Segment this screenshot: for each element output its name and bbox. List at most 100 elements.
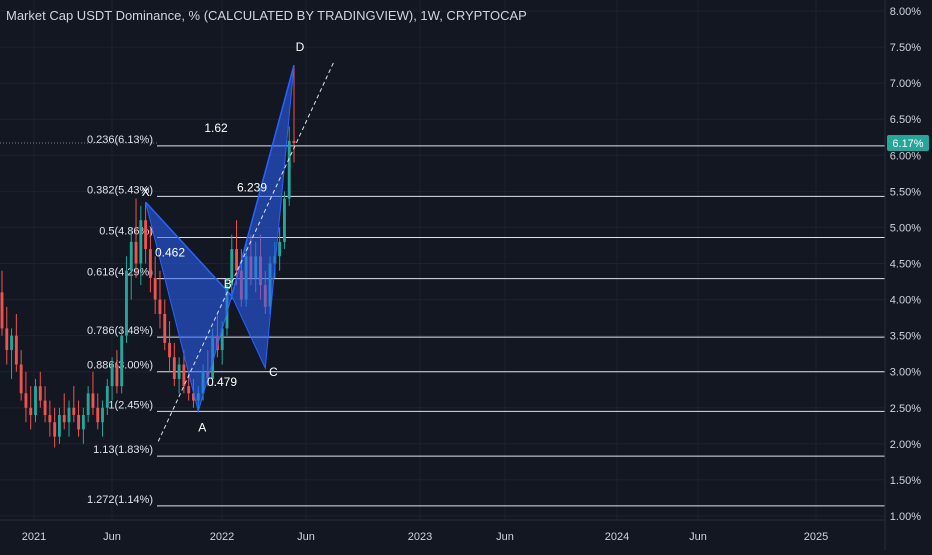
y-tick-label: 7.50% xyxy=(890,42,921,54)
candle-body xyxy=(72,407,76,415)
candle-body xyxy=(53,422,57,437)
candle-body xyxy=(14,335,18,365)
candle-body xyxy=(43,400,47,415)
y-tick-label: 8.00% xyxy=(890,6,921,18)
candle-body xyxy=(96,407,100,423)
candle-body xyxy=(29,407,33,415)
fib-level-label: 0.786(3.48%) xyxy=(87,325,153,337)
y-tick-label: 1.00% xyxy=(890,511,921,523)
fib-level-label: 1.272(1.14%) xyxy=(87,494,153,506)
fib-level-label: 0.618(4.29%) xyxy=(87,267,153,279)
candle-body xyxy=(182,364,186,387)
candle-body xyxy=(220,328,224,351)
candle-body xyxy=(158,299,162,314)
pattern-point-label: A xyxy=(198,420,206,434)
candle-body xyxy=(62,415,66,423)
ratio-label: 0.479 xyxy=(207,375,237,389)
y-tick-label: 3.50% xyxy=(890,331,921,343)
x-tick-label: 2021 xyxy=(22,531,46,543)
y-tick-label: 5.50% xyxy=(890,186,921,198)
candle-body xyxy=(134,241,138,264)
candle-body xyxy=(235,249,238,271)
x-tick-label: 2025 xyxy=(804,531,828,543)
candle-body xyxy=(115,364,119,387)
pattern-layer: X A B C D 0.462 0.479 1.62 6.239 xyxy=(142,40,335,442)
candle-body xyxy=(282,198,286,242)
current-price-label: 6.17% xyxy=(892,138,923,150)
candle-body xyxy=(153,277,157,300)
y-tick-label: 6.50% xyxy=(890,114,921,126)
candle-body xyxy=(110,364,114,387)
candle-body xyxy=(187,386,191,394)
y-tick-label: 4.00% xyxy=(890,295,921,307)
pattern-point-label: D xyxy=(296,40,305,54)
candle-body xyxy=(38,386,42,401)
candle-body xyxy=(168,342,171,358)
candle-body xyxy=(91,393,95,408)
y-tick-label: 4.50% xyxy=(890,259,921,271)
fib-layer: 0.236(6.13%)0.382(5.43%)0.5(4.86%)0.618(… xyxy=(0,134,885,507)
pattern-point-label: C xyxy=(269,365,278,379)
pattern-leg xyxy=(145,201,233,297)
candle-body xyxy=(292,140,296,144)
candle-body xyxy=(129,241,133,271)
candle-body xyxy=(19,364,23,394)
candle-body xyxy=(81,415,85,430)
chart-title: Market Cap USDT Dominance, % (CALCULATED… xyxy=(6,8,527,23)
candle-body xyxy=(0,292,4,329)
candle-body xyxy=(144,220,148,250)
fib-level-label: 0.382(5.43%) xyxy=(87,184,153,196)
fib-level-label: 0.236(6.13%) xyxy=(87,134,153,146)
ratio-label: 1.62 xyxy=(204,121,228,135)
candle-body xyxy=(278,241,282,257)
y-tick-label: 2.50% xyxy=(890,403,921,415)
candle-body xyxy=(5,328,9,351)
x-tick-label: 2024 xyxy=(605,531,629,543)
candle-body xyxy=(86,393,90,415)
candle-body xyxy=(230,249,234,286)
candle-body xyxy=(163,314,167,343)
candle-body xyxy=(148,249,152,278)
ratio-label: 0.462 xyxy=(155,245,185,259)
y-tick-label: 7.00% xyxy=(890,78,921,90)
fib-level-label: 0.886(3.00%) xyxy=(87,360,153,372)
candle-body xyxy=(192,393,195,401)
candle-body xyxy=(48,415,52,423)
fib-level-label: 1.13(1.83%) xyxy=(93,444,153,456)
candle-body xyxy=(58,415,61,437)
fib-level-label: 1(2.45%) xyxy=(108,399,153,411)
y-tick-label: 5.00% xyxy=(890,222,921,234)
candle-body xyxy=(105,386,109,408)
ratio-label: 6.239 xyxy=(237,180,267,194)
x-tick-label: Jun xyxy=(103,531,121,543)
y-tick-label: 1.50% xyxy=(890,475,921,487)
x-tick-label: 2023 xyxy=(408,531,432,543)
x-tick-label: Jun xyxy=(297,531,315,543)
candle-body xyxy=(24,393,28,408)
pattern-leg xyxy=(231,64,295,297)
pattern-point-label: B xyxy=(224,277,232,291)
current-price-badge xyxy=(887,135,929,152)
y-tick-label: 3.00% xyxy=(890,367,921,379)
candle-body xyxy=(120,335,124,387)
candle-body xyxy=(287,140,291,199)
grid-layer xyxy=(0,0,885,520)
y-tick-label: 2.00% xyxy=(890,439,921,451)
candle-body xyxy=(139,220,143,264)
y-tick-label: 6.00% xyxy=(890,150,921,162)
candle-body xyxy=(67,407,71,423)
x-tick-label: 2022 xyxy=(210,531,234,543)
candle-body xyxy=(34,386,37,415)
x-tick-label: Jun xyxy=(496,531,514,543)
candle-body xyxy=(172,357,176,379)
candle-body xyxy=(101,407,104,423)
pattern-point-label: X xyxy=(142,185,150,199)
candle-body xyxy=(177,364,181,379)
candle-body xyxy=(125,270,128,336)
candle-body xyxy=(77,415,81,430)
x-tick-label: Jun xyxy=(689,531,707,543)
candle-body xyxy=(10,335,14,351)
